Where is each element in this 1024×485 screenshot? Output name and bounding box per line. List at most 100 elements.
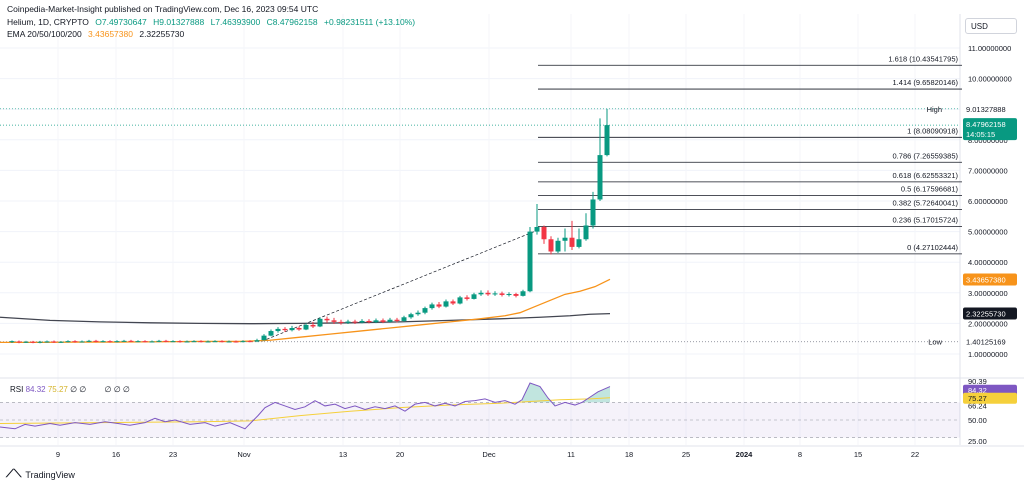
candle-body — [9, 341, 15, 343]
candle — [282, 327, 288, 332]
candle-body — [191, 341, 197, 343]
open-value: O7.49730647 — [95, 17, 147, 27]
tradingview-logo-icon: ⟋⟍ — [6, 468, 22, 480]
candle-body — [93, 340, 99, 342]
close-value: C8.47962158 — [266, 17, 318, 27]
currency-selector[interactable]: USD — [965, 18, 1017, 34]
rsi-ma-value: 75.27 — [47, 385, 68, 394]
candle-body — [429, 304, 435, 309]
candle-body — [443, 301, 449, 307]
candle — [478, 290, 484, 296]
candle-body — [247, 341, 253, 343]
ohlc-line: Helium, 1D, CRYPTO O7.49730647 H9.013278… — [7, 17, 419, 27]
candle — [296, 326, 302, 331]
candle — [527, 227, 533, 293]
price-tick-label: 4.00000000 — [968, 258, 1008, 267]
candle-body — [436, 304, 442, 307]
ema-short-badge-bg — [963, 273, 1017, 286]
candle — [51, 340, 57, 343]
candle — [576, 228, 582, 249]
ema-short-value: 3.43657380 — [88, 29, 133, 39]
rsi-ma-badge: 75.27 — [963, 392, 1017, 404]
candle — [275, 327, 281, 333]
candle — [324, 316, 330, 323]
candle — [100, 340, 106, 343]
candle-body — [492, 293, 498, 295]
ema-lines — [0, 278, 611, 344]
candle-body — [282, 328, 288, 331]
candle — [205, 340, 211, 343]
candle — [590, 191, 596, 229]
candle-body — [240, 341, 246, 343]
candle-body — [142, 341, 148, 343]
candle-body — [268, 331, 274, 336]
candle — [345, 319, 351, 325]
candle — [541, 225, 547, 244]
footer-brand[interactable]: ⟋⟍ TradingView — [6, 468, 75, 481]
candle-body — [380, 320, 386, 322]
candle-body — [597, 155, 603, 200]
candle-body — [499, 293, 505, 295]
candle — [254, 338, 260, 343]
candle-body — [30, 341, 36, 343]
candle — [247, 340, 253, 343]
candle — [303, 323, 309, 331]
candle-body — [478, 292, 484, 295]
rsi-tick-label: 25.00 — [968, 437, 987, 446]
time-tick-label: 8 — [798, 450, 802, 459]
time-tick-label: 9 — [56, 450, 60, 459]
time-tick-label: Dec — [482, 450, 496, 459]
fib-label: 1.414 (9.65820146) — [893, 78, 959, 87]
candle — [121, 339, 127, 342]
candle — [352, 319, 358, 325]
candle-body — [324, 318, 330, 321]
candle-body — [23, 341, 29, 343]
candle — [191, 340, 197, 343]
candle — [569, 220, 575, 250]
candle — [422, 306, 428, 315]
candle-body — [464, 297, 470, 299]
candle-body — [177, 341, 183, 343]
candle — [450, 299, 456, 306]
time-tick-label: 2024 — [736, 450, 754, 459]
candle-body — [576, 239, 582, 247]
candle-body — [541, 227, 547, 240]
candle — [415, 310, 421, 316]
ema-short-badge-text: 3.43657380 — [966, 275, 1006, 284]
candle — [373, 318, 379, 324]
candlesticks — [9, 108, 610, 344]
candle-body — [72, 341, 78, 343]
candle-body — [79, 341, 85, 343]
change-value: +0.98231511 (+13.10%) — [324, 17, 416, 27]
candle-body — [156, 340, 162, 342]
ema-legend: EMA 20/50/100/200 3.43657380 2.32255730 — [7, 29, 188, 39]
candle — [184, 340, 190, 343]
price-tick-label: 2.00000000 — [968, 319, 1008, 328]
candle-body — [569, 237, 575, 247]
candle-body — [198, 341, 204, 343]
candle — [198, 340, 204, 343]
candle — [37, 340, 43, 344]
candle — [485, 290, 491, 296]
candle-body — [562, 237, 568, 241]
candle — [149, 340, 155, 343]
candle-body — [366, 320, 372, 323]
fib-label: 0.5 (6.17596681) — [901, 185, 959, 194]
time-tick-label: Nov — [237, 450, 251, 459]
candle — [597, 118, 603, 201]
rsi-extra: ∅ ∅ — [70, 385, 87, 394]
candle-body — [254, 340, 260, 342]
candle — [583, 213, 589, 241]
candle-body — [415, 312, 421, 315]
ema-short-line — [0, 278, 611, 344]
low-badge-bg — [963, 335, 1017, 348]
fib-label: 0 (4.27102444) — [907, 243, 958, 252]
candle — [548, 236, 554, 255]
candle-body — [107, 341, 113, 343]
candle — [9, 340, 15, 343]
candle — [30, 340, 36, 344]
candle — [240, 340, 246, 343]
price-tick-label: 1.00000000 — [968, 350, 1008, 359]
candle — [170, 340, 176, 343]
